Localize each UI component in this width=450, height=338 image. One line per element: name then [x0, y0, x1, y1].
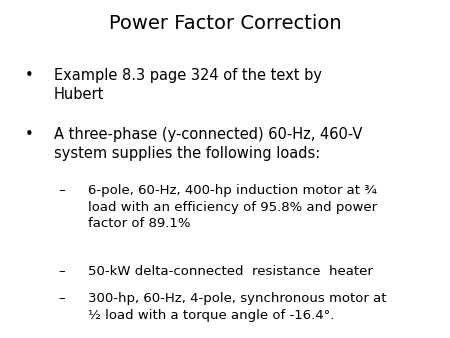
- Text: 300-hp, 60-Hz, 4-pole, synchronous motor at
½ load with a torque angle of -16.4°: 300-hp, 60-Hz, 4-pole, synchronous motor…: [88, 292, 386, 322]
- Text: •: •: [25, 68, 33, 82]
- Text: 6-pole, 60-Hz, 400-hp induction motor at ¾
load with an efficiency of 95.8% and : 6-pole, 60-Hz, 400-hp induction motor at…: [88, 184, 377, 230]
- Text: –: –: [58, 184, 65, 197]
- Text: –: –: [58, 265, 65, 278]
- Text: –: –: [58, 292, 65, 305]
- Text: Power Factor Correction: Power Factor Correction: [109, 14, 341, 32]
- Text: Example 8.3 page 324 of the text by
Hubert: Example 8.3 page 324 of the text by Hube…: [54, 68, 322, 102]
- Text: •: •: [25, 127, 33, 142]
- Text: A three-phase (y-connected) 60-Hz, 460-V
system supplies the following loads:: A three-phase (y-connected) 60-Hz, 460-V…: [54, 127, 362, 161]
- Text: 50-kW delta-connected  resistance  heater: 50-kW delta-connected resistance heater: [88, 265, 373, 278]
